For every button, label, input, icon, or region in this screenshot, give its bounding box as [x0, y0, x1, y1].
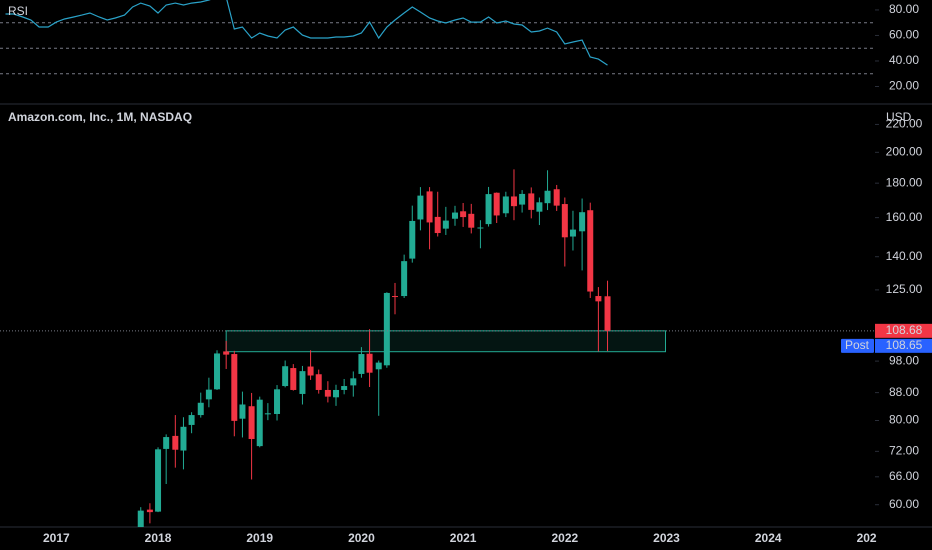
support-zone — [225, 330, 667, 353]
candle-body — [264, 413, 271, 415]
candle-body — [561, 204, 568, 238]
post-tag — [841, 338, 874, 353]
candle-body — [442, 220, 449, 229]
candle-body — [256, 399, 263, 447]
price-pane — [0, 169, 875, 527]
candle-body — [307, 366, 314, 376]
candle-body — [324, 389, 331, 397]
x-tick-label: 2021 — [450, 531, 477, 545]
candle-body — [510, 196, 517, 207]
candle-body — [180, 426, 187, 451]
x-tick-label: 2024 — [755, 531, 782, 545]
candle-body — [553, 189, 560, 206]
candle-body — [391, 296, 398, 298]
y-tick-label: 140.00 — [886, 249, 923, 263]
rsi-tick-label: 40.00 — [889, 53, 919, 67]
candle-body — [587, 210, 594, 292]
candle-body — [434, 216, 441, 234]
candle-body — [604, 296, 611, 331]
candle-body — [493, 192, 500, 216]
y-tick-label: 160.00 — [886, 210, 923, 224]
candle-body — [409, 220, 416, 259]
y-tick-label: 220.00 — [886, 117, 923, 131]
candle-body — [468, 213, 475, 228]
candle-body — [502, 196, 509, 214]
candle-body — [358, 354, 365, 374]
x-tick-label: 2023 — [653, 531, 680, 545]
candle-body — [188, 415, 195, 425]
x-tick-label: 2018 — [145, 531, 172, 545]
candle-body — [519, 193, 526, 205]
candle-body — [282, 366, 289, 387]
rsi-pane — [0, 0, 875, 75]
candle-body — [163, 437, 170, 449]
currency: USD — [886, 110, 912, 124]
candle-body — [451, 212, 458, 219]
y-tick-label: 180.00 — [886, 175, 923, 189]
candle-body — [223, 351, 230, 355]
y-tick-label: 80.00 — [889, 413, 919, 427]
candle-body — [137, 510, 144, 527]
y-tick-label: 66.00 — [889, 469, 919, 483]
chart-title: Amazon.com, Inc., 1M, NASDAQ — [8, 110, 192, 124]
x-tick-label: 2025 — [857, 531, 884, 545]
candle-body — [239, 404, 246, 419]
candle-body — [299, 371, 306, 394]
y-tick-label: 200.00 — [886, 144, 923, 158]
candle-body — [477, 227, 484, 229]
candle-body — [290, 368, 297, 390]
x-tick-label: 2022 — [551, 531, 578, 545]
y-tick-label: 60.00 — [889, 497, 919, 511]
candle-body — [248, 406, 255, 440]
candle-body — [366, 353, 373, 373]
candle-body — [375, 362, 382, 370]
y-tick-label: 88.00 — [889, 385, 919, 399]
candle-body — [172, 435, 179, 450]
x-tick-label: 2017 — [43, 531, 70, 545]
y-tick-label: 125.00 — [886, 282, 923, 296]
candle-body — [544, 190, 551, 204]
candle-body — [146, 509, 153, 513]
last-price-box — [875, 323, 932, 338]
post-price-label: 108.65 — [886, 338, 923, 352]
candle-body — [205, 389, 212, 400]
rsi-tick-label: 60.00 — [889, 28, 919, 42]
candle-body — [383, 292, 390, 366]
post-label: Post — [845, 338, 870, 352]
candle-body — [231, 354, 238, 421]
candle-body — [460, 211, 467, 218]
candle-body — [155, 449, 162, 512]
candle-body — [333, 389, 340, 398]
rsi-title: RSI — [8, 4, 28, 18]
rsi-tick-label: 20.00 — [889, 79, 919, 93]
post-price-box — [875, 338, 932, 353]
y-tick-label: 98.00 — [889, 353, 919, 367]
x-axis: 2017 2018 2019 2020 2021 2022 2023 2024 2025 — [43, 531, 884, 545]
rsi-line — [5, 0, 608, 66]
candle-body — [426, 191, 433, 223]
candle-body — [536, 202, 543, 212]
candle-body — [214, 353, 221, 390]
candle-body — [569, 229, 576, 237]
labels: RSI Amazon.com, Inc., 1M, NASDAQ USD 220… — [8, 2, 932, 511]
candle-body — [595, 296, 602, 302]
y-tick-label: 72.00 — [889, 444, 919, 458]
rsi-tick-label: 80.00 — [889, 2, 919, 16]
candle-body — [274, 389, 281, 414]
last-price-label: 108.68 — [886, 323, 923, 337]
candle-body — [341, 386, 348, 390]
x-tick-label: 2020 — [348, 531, 375, 545]
candle-body — [350, 378, 357, 386]
candle-body — [401, 261, 408, 297]
candle-body — [197, 402, 204, 416]
x-tick-label: 2019 — [246, 531, 273, 545]
candle-body — [417, 195, 424, 220]
candle-body — [528, 193, 535, 210]
candle-body — [315, 374, 322, 390]
candle-body — [485, 194, 492, 225]
candle-body — [579, 212, 586, 232]
